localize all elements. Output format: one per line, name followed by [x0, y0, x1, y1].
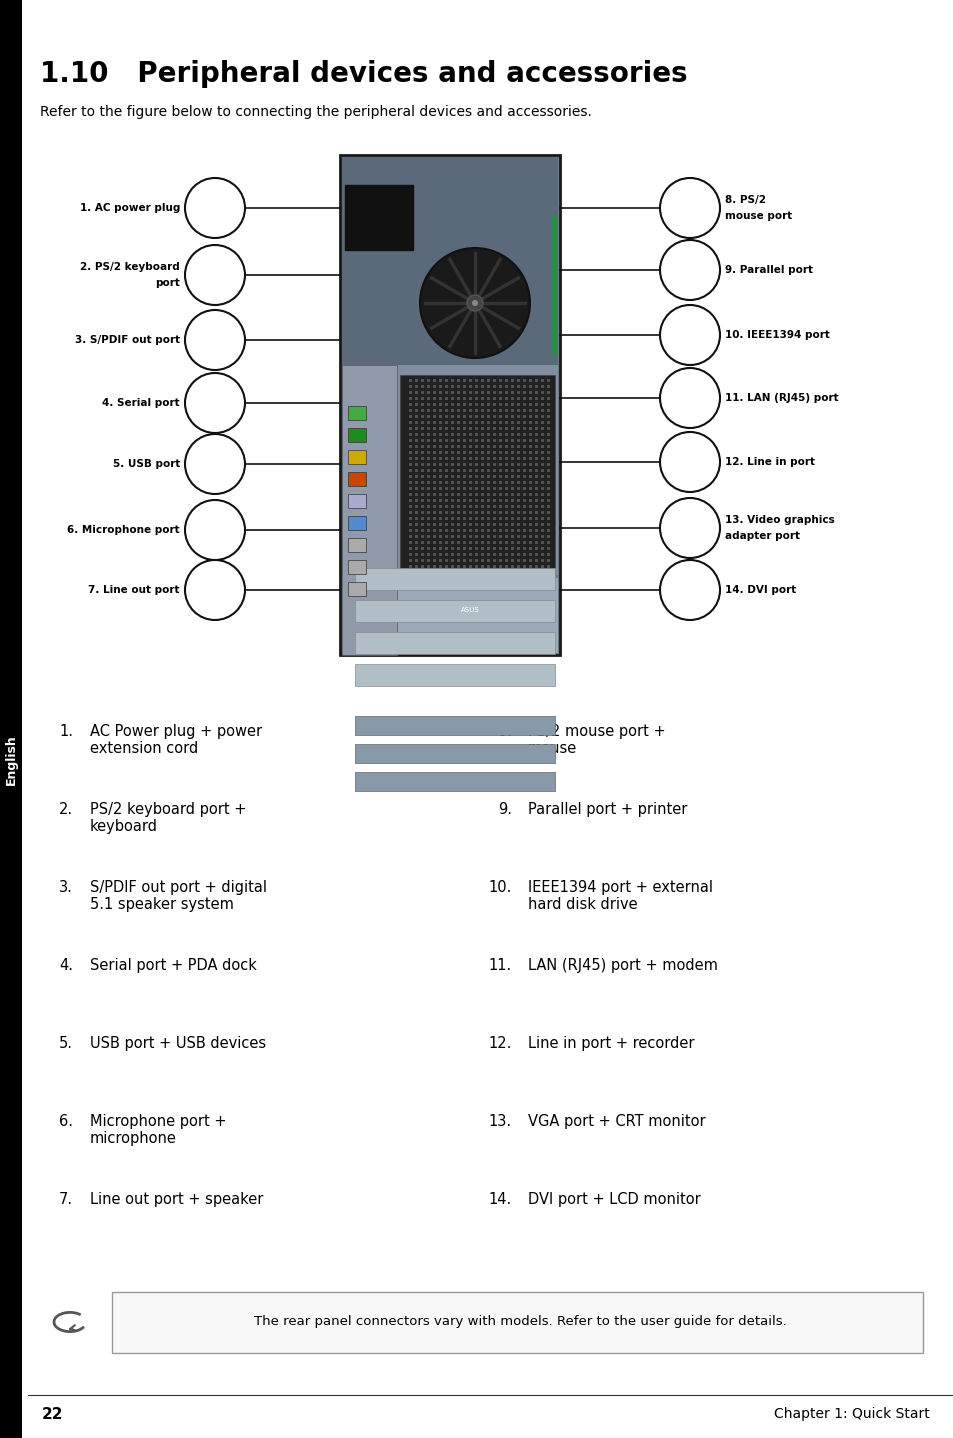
- Text: 4.: 4.: [59, 958, 73, 974]
- Text: DVI port + LCD monitor: DVI port + LCD monitor: [527, 1192, 700, 1206]
- Text: Line in port + recorder: Line in port + recorder: [527, 1035, 694, 1051]
- Circle shape: [185, 244, 245, 305]
- Text: USB port + USB devices: USB port + USB devices: [90, 1035, 266, 1051]
- Text: adapter port: adapter port: [724, 531, 800, 541]
- Bar: [355, 568, 555, 590]
- Text: S/PDIF out port + digital
5.1 speaker system: S/PDIF out port + digital 5.1 speaker sy…: [90, 880, 267, 912]
- FancyBboxPatch shape: [112, 1291, 923, 1353]
- Text: The rear panel connectors vary with models. Refer to the user guide for details.: The rear panel connectors vary with mode…: [253, 1316, 785, 1329]
- Text: port: port: [155, 278, 180, 288]
- Bar: [339, 155, 559, 654]
- Text: 5. USB port: 5. USB port: [112, 459, 180, 469]
- Bar: [348, 429, 366, 441]
- Text: 5.: 5.: [59, 1035, 73, 1051]
- Bar: [399, 375, 555, 575]
- Bar: [348, 406, 366, 420]
- Bar: [0, 0, 22, 1438]
- Bar: [355, 743, 555, 764]
- Bar: [345, 186, 413, 250]
- Text: 13.: 13.: [488, 1114, 512, 1129]
- Text: PS/2 mouse port +
mouse: PS/2 mouse port + mouse: [527, 723, 665, 756]
- Bar: [348, 582, 366, 595]
- Text: Serial port + PDA dock: Serial port + PDA dock: [90, 958, 256, 974]
- Text: 14. DVI port: 14. DVI port: [724, 585, 796, 595]
- Text: 1. AC power plug: 1. AC power plug: [79, 203, 180, 213]
- Text: IEEE1394 port + external
hard disk drive: IEEE1394 port + external hard disk drive: [527, 880, 712, 912]
- Bar: [341, 578, 558, 653]
- Bar: [355, 600, 555, 623]
- Text: 8.: 8.: [497, 723, 512, 739]
- Text: VGA port + CRT monitor: VGA port + CRT monitor: [527, 1114, 705, 1129]
- Text: 12. Line in port: 12. Line in port: [724, 457, 814, 467]
- Text: 9. Parallel port: 9. Parallel port: [724, 265, 812, 275]
- Bar: [348, 472, 366, 486]
- Text: Refer to the figure below to connecting the peripheral devices and accessories.: Refer to the figure below to connecting …: [40, 105, 591, 119]
- Text: PS/2 keyboard port +
keyboard: PS/2 keyboard port + keyboard: [90, 802, 246, 834]
- Text: 13. Video graphics: 13. Video graphics: [724, 515, 834, 525]
- Bar: [341, 365, 558, 575]
- Text: Microphone port +
microphone: Microphone port + microphone: [90, 1114, 226, 1146]
- Circle shape: [659, 240, 720, 301]
- Text: 7.: 7.: [59, 1192, 73, 1206]
- Text: Parallel port + printer: Parallel port + printer: [527, 802, 687, 817]
- Text: Chapter 1: Quick Start: Chapter 1: Quick Start: [774, 1406, 929, 1421]
- Text: 6.: 6.: [59, 1114, 73, 1129]
- Text: AC Power plug + power
extension cord: AC Power plug + power extension cord: [90, 723, 262, 756]
- Text: 2. PS/2 keyboard: 2. PS/2 keyboard: [80, 262, 180, 272]
- Circle shape: [467, 295, 482, 311]
- Text: 2.: 2.: [59, 802, 73, 817]
- Text: 3.: 3.: [59, 880, 73, 894]
- Text: ASUS: ASUS: [460, 607, 478, 613]
- Bar: [355, 772, 555, 791]
- Text: 11. LAN (RJ45) port: 11. LAN (RJ45) port: [724, 393, 838, 403]
- Text: 10.: 10.: [488, 880, 512, 894]
- Bar: [355, 716, 555, 735]
- Bar: [348, 516, 366, 531]
- Text: 12.: 12.: [488, 1035, 512, 1051]
- Text: 9.: 9.: [497, 802, 512, 817]
- Bar: [355, 664, 555, 686]
- Circle shape: [185, 500, 245, 559]
- Text: 22: 22: [42, 1406, 64, 1422]
- Bar: [341, 157, 558, 365]
- Circle shape: [472, 301, 477, 306]
- Text: 1.10   Peripheral devices and accessories: 1.10 Peripheral devices and accessories: [40, 60, 687, 88]
- Circle shape: [419, 247, 530, 358]
- Text: English: English: [5, 735, 17, 785]
- Bar: [348, 559, 366, 574]
- Circle shape: [659, 368, 720, 429]
- Bar: [341, 365, 396, 654]
- Bar: [552, 216, 558, 355]
- Text: 4. Serial port: 4. Serial port: [102, 398, 180, 408]
- Circle shape: [185, 372, 245, 433]
- Text: 1.: 1.: [59, 723, 73, 739]
- Text: Line out port + speaker: Line out port + speaker: [90, 1192, 263, 1206]
- Circle shape: [659, 431, 720, 492]
- Text: 14.: 14.: [488, 1192, 512, 1206]
- Text: 8. PS/2: 8. PS/2: [724, 196, 765, 206]
- Text: 3. S/PDIF out port: 3. S/PDIF out port: [74, 335, 180, 345]
- Text: 10. IEEE1394 port: 10. IEEE1394 port: [724, 329, 829, 339]
- Bar: [348, 538, 366, 552]
- Text: 7. Line out port: 7. Line out port: [89, 585, 180, 595]
- Text: 11.: 11.: [488, 958, 512, 974]
- Circle shape: [185, 178, 245, 239]
- Bar: [355, 631, 555, 654]
- Circle shape: [659, 559, 720, 620]
- Circle shape: [659, 305, 720, 365]
- Text: 6. Microphone port: 6. Microphone port: [68, 525, 180, 535]
- Circle shape: [185, 559, 245, 620]
- Text: LAN (RJ45) port + modem: LAN (RJ45) port + modem: [527, 958, 717, 974]
- Circle shape: [185, 434, 245, 495]
- Circle shape: [185, 311, 245, 370]
- Circle shape: [659, 178, 720, 239]
- Circle shape: [659, 498, 720, 558]
- Bar: [348, 495, 366, 508]
- Bar: [348, 450, 366, 464]
- Text: mouse port: mouse port: [724, 211, 791, 221]
